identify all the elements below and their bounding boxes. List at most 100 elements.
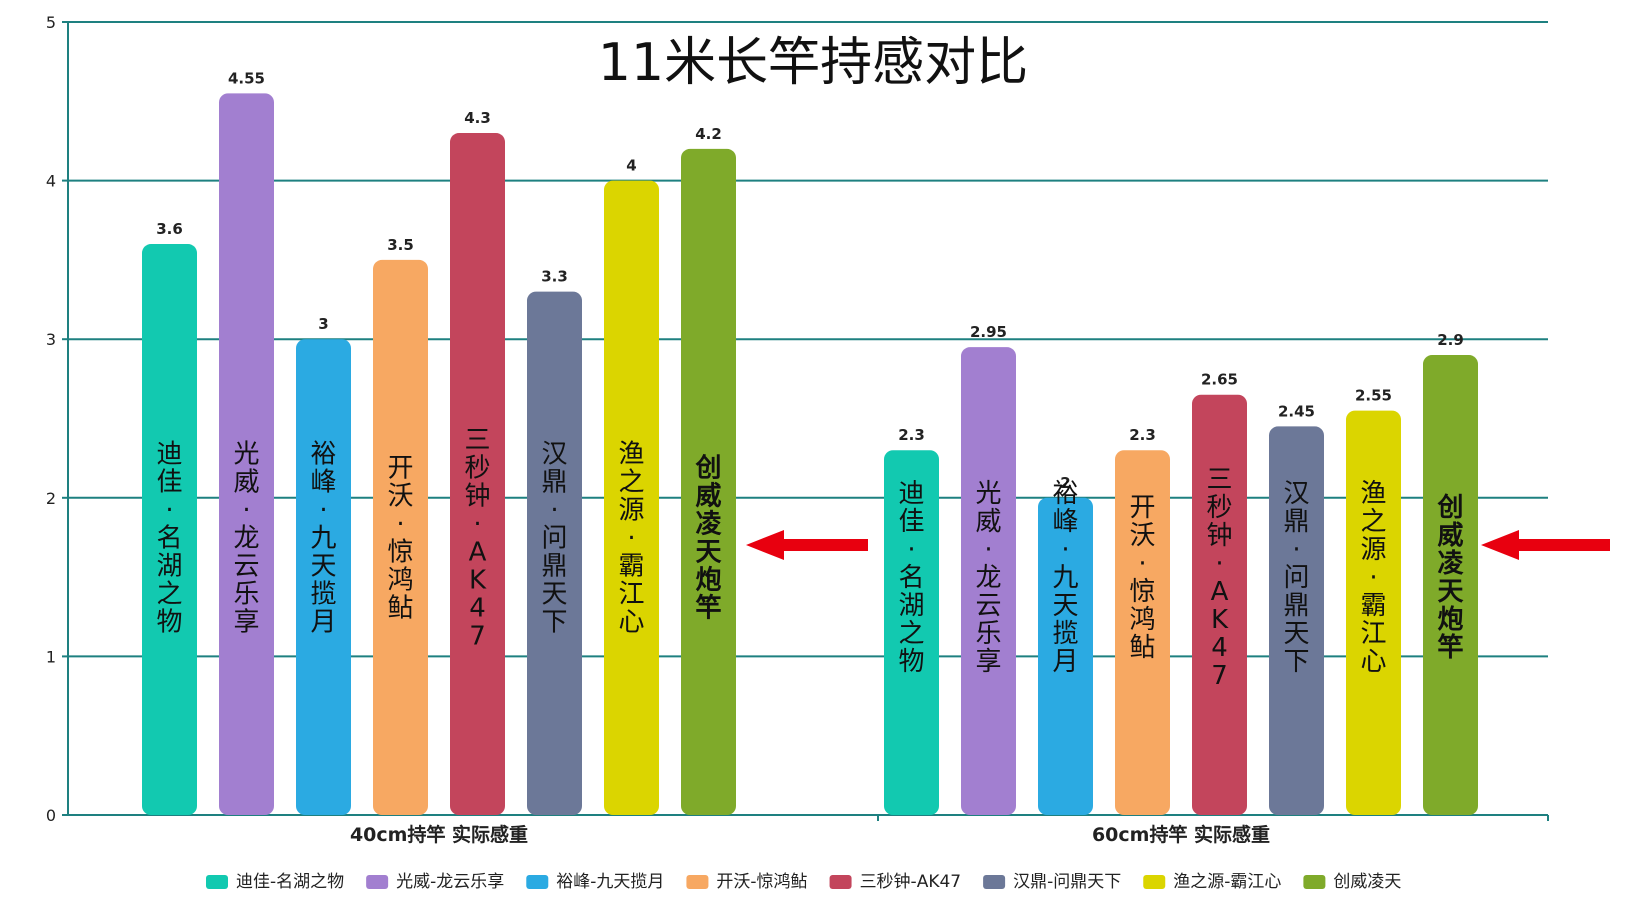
bar-label-char: · bbox=[319, 495, 327, 525]
bar-label-char: 揽 bbox=[1052, 619, 1078, 649]
data-label: 3.3 bbox=[541, 268, 568, 286]
bar-label-char: 钟 bbox=[464, 481, 490, 511]
bar-label: 裕峰·九天揽月 bbox=[310, 439, 336, 637]
y-tick-label: 4 bbox=[46, 172, 56, 191]
bar-label-char: 裕 bbox=[310, 439, 336, 469]
bar-label-char: 鼎 bbox=[1283, 591, 1309, 621]
bar-label-char: 天 bbox=[695, 537, 721, 567]
bar-label-char: · bbox=[165, 495, 173, 525]
legend-label: 裕峰-九天揽月 bbox=[556, 872, 664, 892]
bar bbox=[604, 180, 659, 816]
arrow-shaft bbox=[1509, 539, 1610, 551]
bar bbox=[450, 133, 505, 815]
legend-label: 光威-龙云乐享 bbox=[396, 872, 504, 892]
bar-label-char: · bbox=[984, 535, 992, 565]
bar-label-char: 迪 bbox=[156, 439, 182, 469]
bar-label-char: 秒 bbox=[1206, 493, 1232, 523]
bar-label-char: 云 bbox=[975, 591, 1001, 621]
bar-label-char: 享 bbox=[233, 607, 259, 637]
bar-label-char: 鲇 bbox=[387, 593, 413, 623]
bar-label-char: A bbox=[469, 537, 487, 567]
data-label: 3.5 bbox=[387, 236, 414, 254]
bar-label-char: 之 bbox=[1360, 507, 1386, 537]
bar-label-char: 湖 bbox=[898, 591, 924, 621]
legend-swatch bbox=[686, 875, 709, 889]
bar-label-char: A bbox=[1211, 577, 1229, 607]
bar bbox=[373, 259, 428, 815]
bar-label-char: 乐 bbox=[233, 579, 259, 609]
bar-label-char: 佳 bbox=[898, 507, 924, 537]
bar-label-char: 源 bbox=[1360, 535, 1386, 565]
bar-label-char: 九 bbox=[310, 523, 336, 553]
bar-label-char: 光 bbox=[975, 479, 1001, 509]
bar-label-char: 峰 bbox=[310, 467, 336, 497]
bar-label-char: 威 bbox=[1437, 520, 1463, 551]
bar-label-char: 名 bbox=[156, 523, 182, 553]
bar-label-char: 竿 bbox=[1437, 632, 1463, 663]
bar-label: 汉鼎·问鼎天下 bbox=[541, 439, 567, 637]
legend-swatch bbox=[206, 875, 228, 889]
bar-label-char: 佳 bbox=[156, 467, 182, 497]
data-label: 3.6 bbox=[156, 220, 183, 238]
arrow-head bbox=[746, 530, 784, 560]
data-label: 2.95 bbox=[970, 323, 1007, 341]
bar-label-char: · bbox=[473, 509, 481, 539]
bar-label-char: 三 bbox=[1206, 465, 1232, 495]
bar-label-char: 揽 bbox=[310, 579, 336, 609]
x-category-label: 60cm持竿 实际感重 bbox=[1092, 823, 1270, 846]
bar-label-char: · bbox=[1369, 563, 1377, 593]
bar-label-char: · bbox=[907, 535, 915, 565]
bar-label-char: 九 bbox=[1052, 563, 1078, 593]
y-tick-label: 1 bbox=[46, 647, 56, 666]
bar-label: 开沃·惊鸿鲇 bbox=[1129, 493, 1155, 663]
bar-label-char: 汉 bbox=[1283, 479, 1309, 509]
bar-label-char: 名 bbox=[898, 563, 924, 593]
bar-label-char: 享 bbox=[975, 647, 1001, 677]
bar-label-char: · bbox=[396, 509, 404, 539]
legend-swatch bbox=[1143, 875, 1166, 889]
bar-label-char: 裕 bbox=[1052, 479, 1078, 509]
legend-label: 创威凌天 bbox=[1333, 872, 1401, 892]
bar-label-char: 开 bbox=[387, 453, 413, 483]
bar-label-char: 三 bbox=[464, 425, 490, 455]
legend-label: 汉鼎-问鼎天下 bbox=[1013, 872, 1121, 892]
bar-label-char: · bbox=[242, 495, 250, 525]
bar-label-char: 下 bbox=[541, 607, 567, 637]
bar-label: 裕峰·九天揽月 bbox=[1052, 479, 1078, 677]
bar-label-char: · bbox=[550, 495, 558, 525]
bar-label-char: · bbox=[1138, 549, 1146, 579]
bar-label-char: 沃 bbox=[387, 481, 413, 511]
data-label: 2.3 bbox=[1129, 426, 1156, 444]
bar-label-char: 鲇 bbox=[1129, 633, 1155, 663]
data-label: 4.2 bbox=[695, 125, 722, 143]
bar-label-char: 问 bbox=[541, 523, 567, 553]
bar-label-char: 迪 bbox=[898, 479, 924, 509]
bar-label-char: · bbox=[1215, 549, 1223, 579]
x-category-label: 40cm持竿 实际感重 bbox=[350, 823, 528, 846]
bar-label-char: 湖 bbox=[156, 551, 182, 581]
data-label: 2.3 bbox=[898, 426, 925, 444]
legend-label: 三秒钟-AK47 bbox=[860, 872, 962, 892]
bar-label-char: 天 bbox=[310, 551, 336, 581]
bar-label: 渔之源·霸江心 bbox=[618, 439, 644, 637]
bar-label-char: 创 bbox=[694, 453, 721, 483]
bar-label-char: 惊 bbox=[1129, 577, 1155, 607]
bar bbox=[1269, 426, 1324, 815]
arrow-head bbox=[1481, 530, 1519, 560]
bar bbox=[1192, 394, 1247, 815]
bar-label: 迪佳·名湖之物 bbox=[898, 479, 924, 677]
bar-label-char: 威 bbox=[695, 480, 721, 511]
bar-label-char: 威 bbox=[975, 507, 1001, 537]
bar-label-char: 问 bbox=[1283, 563, 1309, 593]
bar bbox=[142, 244, 197, 816]
data-label: 4 bbox=[626, 157, 636, 175]
data-label: 2.45 bbox=[1278, 402, 1315, 420]
bar-label-char: 鸿 bbox=[1129, 605, 1155, 635]
bar bbox=[884, 450, 939, 815]
bar-label-char: 7 bbox=[469, 621, 486, 651]
bar bbox=[219, 93, 274, 816]
